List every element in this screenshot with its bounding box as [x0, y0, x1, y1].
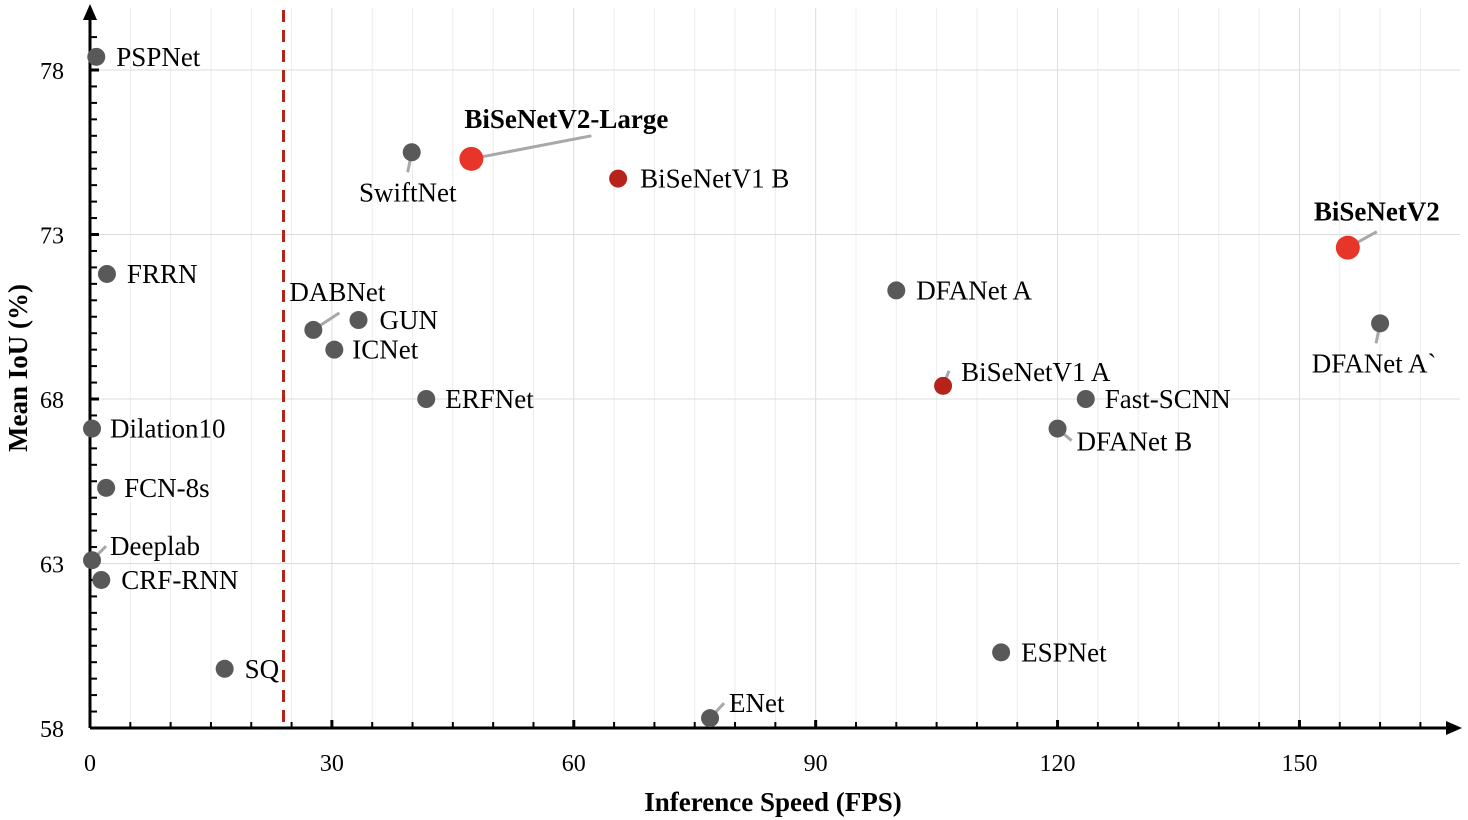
point-dabnet — [304, 320, 323, 339]
point-label: FCN-8s — [124, 473, 210, 503]
y-tick-label: 58 — [40, 717, 64, 743]
point-label: ICNet — [352, 335, 418, 365]
point-dfanet-a — [887, 281, 906, 300]
y-tick-label: 73 — [40, 224, 64, 250]
point-icnet — [325, 340, 344, 359]
x-tick-label: 150 — [1281, 751, 1317, 777]
point-pspnet — [87, 47, 106, 66]
point-label: DFANet A` — [1312, 348, 1437, 378]
x-axis-arrow-icon — [1446, 721, 1462, 735]
point-label: ENet — [729, 688, 785, 718]
point-label: CRF-RNN — [121, 565, 238, 595]
point-label: SQ — [245, 654, 280, 684]
point-gun — [349, 311, 368, 330]
point-bisenetv1-b — [609, 169, 628, 188]
tick-labels: 0 30 60 90 120 150 58 63 68 73 78 — [40, 59, 1317, 777]
point-label: FRRN — [127, 259, 198, 289]
point-label: Fast-SCNN — [1105, 384, 1231, 414]
point-erfnet — [417, 390, 436, 408]
x-tick-label: 60 — [562, 751, 586, 777]
point-label: PSPNet — [116, 42, 201, 72]
point-dfanet-b — [1048, 419, 1067, 438]
x-axis-label: Inference Speed (FPS) — [644, 787, 901, 817]
point-label: BiSeNetV2-Large — [464, 104, 668, 134]
point-bisenetv1-a — [934, 376, 953, 395]
point-label: BiSeNetV2 — [1314, 197, 1440, 227]
y-axis-arrow-icon — [83, 4, 97, 20]
point-label: Dilation10 — [110, 414, 226, 444]
point-label: GUN — [379, 305, 438, 335]
point-swiftnet — [402, 143, 421, 162]
point-frrn — [97, 264, 116, 283]
x-tick-label: 0 — [84, 751, 96, 777]
y-tick-label: 63 — [40, 553, 64, 579]
point-label: Deeplab — [110, 531, 200, 561]
point-bisenetv2 — [1335, 235, 1360, 260]
point-label: DFANet A — [916, 275, 1032, 305]
point-label: BiSeNetV1 B — [640, 164, 789, 194]
axes — [83, 4, 1462, 735]
point-enet — [701, 709, 720, 728]
point-label: DABNet — [289, 277, 385, 307]
point-label: ERFNet — [445, 384, 534, 414]
point-label: BiSeNetV1 A — [961, 357, 1111, 387]
x-tick-label: 90 — [804, 751, 828, 777]
point-deeplab — [83, 551, 102, 570]
data-points — [83, 47, 1390, 728]
point-dilation10 — [83, 419, 102, 438]
x-tick-label: 120 — [1040, 751, 1076, 777]
y-tick-label: 78 — [40, 59, 64, 85]
y-axis-label: Mean IoU (%) — [3, 284, 33, 452]
x-tick-label: 30 — [320, 751, 344, 777]
point-fast-scnn — [1076, 390, 1095, 408]
point-bisenetv2-large — [459, 146, 484, 171]
point-dfanet-a- — [1371, 314, 1390, 333]
grid — [90, 8, 1460, 728]
leader-line — [471, 134, 592, 161]
point-label: SwiftNet — [359, 177, 457, 207]
point-labels: PSPNet SwiftNet BiSeNetV2-Large BiSeNetV1 B… — [110, 42, 1440, 718]
point-fcn-8s — [97, 478, 116, 497]
point-crf-rnn — [92, 570, 111, 589]
y-tick-label: 68 — [40, 388, 64, 414]
point-label: DFANet B — [1077, 427, 1193, 457]
point-label: ESPNet — [1021, 637, 1107, 667]
point-espnet — [992, 643, 1011, 662]
point-sq — [215, 659, 234, 678]
